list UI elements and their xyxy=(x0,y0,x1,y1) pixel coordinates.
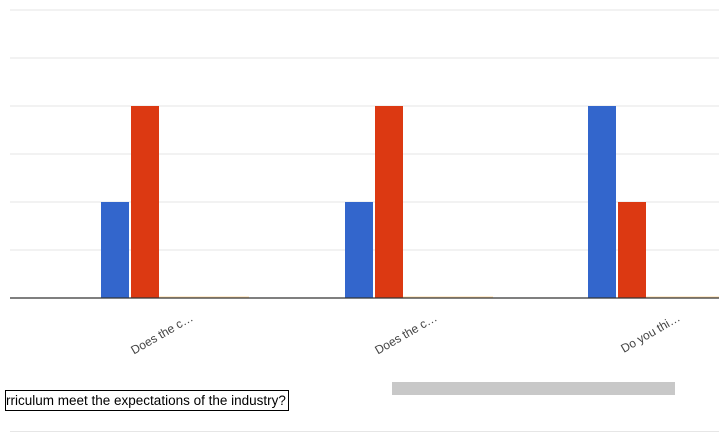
horizontal-scrollbar[interactable] xyxy=(392,382,675,395)
bar-series-2-1 xyxy=(131,106,159,298)
x-tick-label-2: Does the c… xyxy=(372,310,439,357)
bar-series-1-1 xyxy=(101,202,129,298)
category-tooltip: rriculum meet the expectations of the in… xyxy=(5,390,289,411)
bar-series-1-3 xyxy=(588,106,616,298)
x-tick-label-3: Do you thi… xyxy=(618,310,682,355)
x-tick-label-1: Does the c… xyxy=(128,310,195,357)
bar-series-2-3 xyxy=(618,202,646,298)
bar-series-3-1 xyxy=(159,296,249,298)
bottom-divider xyxy=(10,431,719,432)
bar-series-3-2 xyxy=(403,296,493,298)
bar-chart: Does the c… Does the c… Do you thi… xyxy=(10,9,719,357)
bar-series-1-2 xyxy=(345,202,373,298)
bar-series-3-3 xyxy=(646,296,719,298)
bar-series-2-2 xyxy=(375,106,403,298)
